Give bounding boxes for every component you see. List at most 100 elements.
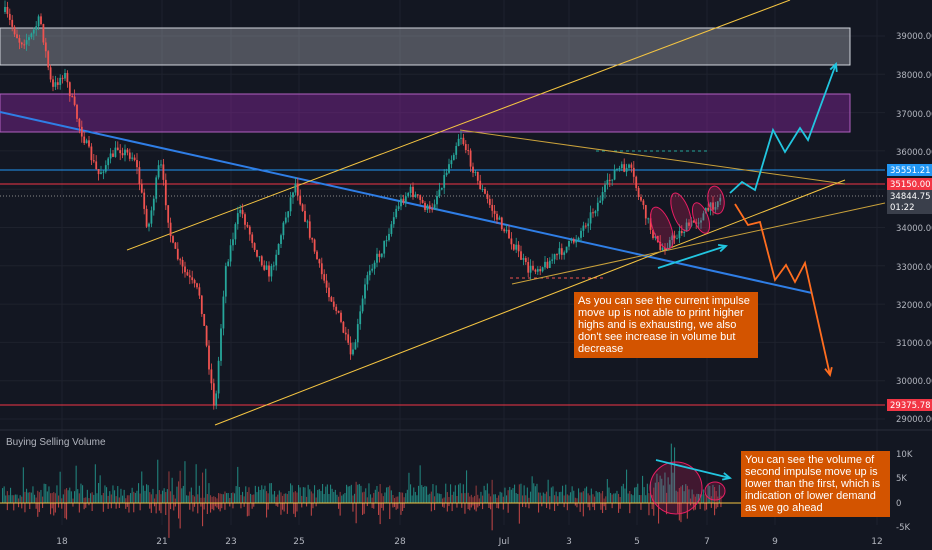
volume-bar [187, 495, 189, 503]
candle [52, 79, 54, 87]
volume-bar [712, 484, 714, 503]
volume-bar [402, 503, 404, 512]
volume-bar [701, 494, 703, 503]
volume-bar [243, 503, 245, 507]
candle [457, 138, 460, 146]
volume-bar [634, 487, 636, 503]
candle [472, 166, 474, 173]
volume-bar [566, 494, 568, 503]
candle [524, 258, 527, 263]
volume-bar [179, 503, 181, 529]
volume-bar [162, 490, 164, 503]
volume-bar [154, 503, 156, 507]
candle [83, 136, 86, 144]
volume-bar [174, 503, 176, 507]
volume-bar [533, 483, 535, 503]
volume-bar [522, 503, 524, 507]
candle [541, 267, 544, 272]
candle [280, 235, 282, 244]
volume-bar [677, 491, 679, 503]
volume-bar [357, 484, 359, 503]
candle [200, 295, 203, 314]
volume-bar [680, 486, 682, 503]
volume-bar [678, 487, 680, 503]
volume-bar [205, 468, 207, 503]
candle [71, 96, 74, 98]
y-tick-label: 32000.00 [896, 301, 932, 311]
candle [409, 186, 412, 193]
y-tick-label: 37000.00 [896, 110, 932, 120]
volume-bar [72, 498, 74, 503]
volume-bar [442, 503, 444, 507]
volume-bar [160, 494, 162, 503]
volume-bar [616, 490, 618, 503]
volume-bar [24, 503, 26, 513]
volume-bar [509, 486, 511, 503]
volume-bar [149, 492, 151, 503]
candle [349, 342, 352, 355]
volume-bar [29, 503, 31, 510]
candle [272, 265, 275, 267]
volume-bar [682, 485, 684, 503]
candle [342, 321, 345, 333]
candle [325, 280, 328, 288]
candle [702, 213, 705, 221]
volume-bar [518, 503, 520, 524]
volume-bar [499, 491, 501, 503]
volume-bar [605, 496, 607, 503]
volume-bar [643, 487, 645, 503]
candle [673, 235, 676, 239]
volume-bar [94, 464, 96, 503]
candle [644, 205, 647, 219]
volume-bar [526, 487, 528, 503]
volume-bar [440, 494, 442, 503]
volume-bar [666, 503, 668, 515]
candle [500, 217, 503, 230]
volume-bar [626, 469, 628, 503]
volume-bar [197, 494, 199, 503]
volume-bar [488, 503, 490, 508]
volume-bar [267, 493, 269, 503]
candle [109, 153, 112, 159]
volume-bar [280, 503, 282, 515]
candle [414, 194, 417, 198]
volume-bar [699, 503, 701, 510]
volume-bar [346, 484, 348, 503]
current-price-box [887, 190, 932, 214]
volume-bar [301, 495, 303, 503]
volume-bar [109, 491, 111, 503]
candle [611, 179, 614, 181]
volume-bar [507, 490, 509, 503]
volume-bar [30, 492, 32, 503]
candle [390, 224, 393, 234]
candle [544, 261, 546, 268]
volume-bar [456, 495, 458, 503]
volume-bar [653, 487, 655, 503]
volume-bar [200, 503, 202, 507]
volume-bar [277, 503, 279, 507]
candle [277, 243, 280, 255]
volume-bar [322, 484, 324, 503]
volume-bar [630, 494, 632, 503]
volume-bar [238, 487, 240, 503]
volume-bar [194, 503, 196, 507]
volume-bar [269, 483, 271, 503]
candle [671, 235, 674, 241]
volume-bar [283, 503, 285, 512]
volume-bar [253, 503, 255, 507]
volume-bar [286, 503, 288, 514]
volume-bar [611, 494, 613, 503]
volume-bar [128, 503, 130, 513]
volume-bar [339, 503, 341, 516]
volume-bar [464, 503, 466, 514]
candle [32, 29, 35, 34]
volume-bar [445, 483, 447, 503]
candle [128, 152, 131, 159]
candle [37, 16, 40, 27]
candle [42, 24, 45, 43]
y-tick-label: 39000.00 [896, 32, 932, 42]
volume-bar [410, 484, 412, 503]
volume-bar [544, 493, 546, 503]
volume-bar [219, 503, 221, 512]
